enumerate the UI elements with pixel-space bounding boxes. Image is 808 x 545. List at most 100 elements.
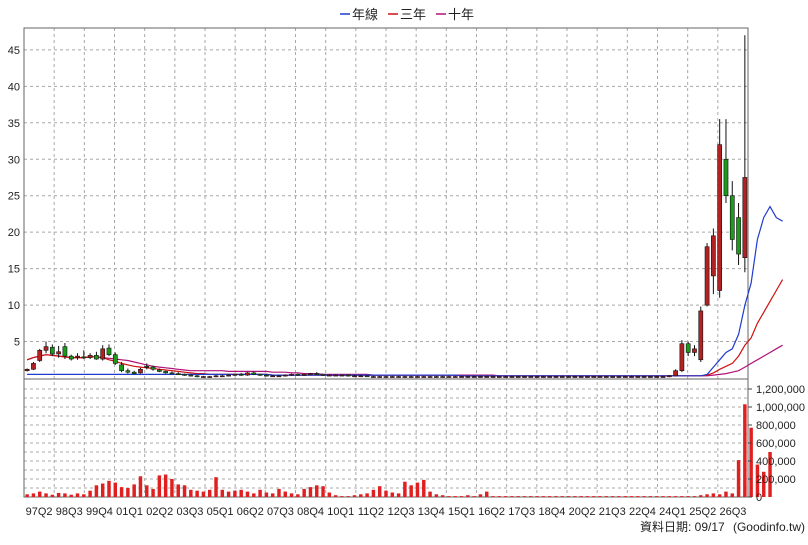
price-tick-label: 25 bbox=[8, 191, 20, 203]
chart-legend: 年線 三年 十年 bbox=[340, 7, 474, 22]
volume-bar bbox=[283, 491, 288, 497]
candle-body bbox=[415, 376, 420, 378]
x-tick-label: 12Q3 bbox=[388, 506, 415, 518]
candle-body bbox=[201, 376, 206, 378]
volume-bar bbox=[560, 496, 565, 497]
volume-bar bbox=[610, 496, 615, 497]
candle-body bbox=[31, 363, 36, 370]
candle-body bbox=[484, 376, 490, 378]
price-axis-ticks: 5 10 15 20 25 30 35 40 45 bbox=[8, 45, 20, 349]
volume-bar bbox=[371, 489, 376, 497]
candle-body bbox=[125, 370, 131, 373]
candle-body bbox=[226, 374, 231, 377]
candle-body bbox=[119, 364, 124, 372]
candle-body bbox=[301, 374, 307, 376]
volume-axis-ticks: 0 200,000 400,000 600,000 800,000 1,000,000 1,… bbox=[748, 384, 805, 504]
volume-bar bbox=[145, 485, 149, 497]
data-date-label: 資料日期: 09/17 bbox=[640, 520, 725, 534]
volume-bar bbox=[321, 486, 325, 497]
volume-bar bbox=[403, 481, 407, 497]
volume-bar bbox=[673, 496, 678, 497]
volume-bar bbox=[126, 488, 130, 497]
volume-bar bbox=[233, 490, 237, 497]
volume-bar bbox=[195, 490, 199, 497]
candle-body bbox=[43, 346, 49, 351]
candle-body bbox=[604, 376, 609, 378]
volume-tick-label: 1,200,000 bbox=[756, 384, 805, 396]
volume-bar bbox=[302, 488, 306, 497]
volume-bar bbox=[699, 495, 703, 497]
volume-bar bbox=[88, 490, 92, 497]
volume-bar bbox=[661, 496, 665, 497]
price-tick-label: 45 bbox=[8, 45, 20, 57]
candle-body bbox=[320, 374, 326, 376]
candle-body bbox=[616, 376, 622, 378]
volume-bar bbox=[384, 490, 388, 497]
candle-body bbox=[219, 375, 225, 378]
volume-bar bbox=[743, 404, 747, 497]
volume-bar bbox=[289, 493, 294, 497]
volume-bar bbox=[667, 496, 672, 497]
x-tick-label: 06Q2 bbox=[237, 506, 264, 518]
volume-bar bbox=[566, 496, 571, 497]
price-tick-label: 5 bbox=[14, 337, 20, 349]
candle-body bbox=[62, 346, 68, 357]
price-tick-label: 30 bbox=[8, 154, 20, 166]
volume-bar bbox=[113, 482, 118, 497]
source-label: (Goodinfo.tw) bbox=[733, 520, 805, 534]
candle-body bbox=[24, 368, 30, 372]
volume-bar bbox=[636, 496, 640, 497]
candle-body bbox=[383, 376, 389, 378]
candle-body bbox=[289, 374, 294, 376]
candle-body bbox=[333, 374, 338, 377]
x-tick-label: 21Q3 bbox=[599, 506, 626, 518]
volume-bar bbox=[440, 495, 445, 497]
volume-bar bbox=[157, 475, 162, 497]
volume-bar bbox=[736, 460, 741, 497]
volume-bar bbox=[75, 493, 80, 497]
volume-tick-label: 400,000 bbox=[756, 456, 796, 468]
candle-body bbox=[314, 373, 320, 375]
volume-bar bbox=[717, 494, 722, 497]
volume-bar bbox=[503, 496, 508, 497]
volume-bar bbox=[642, 496, 646, 497]
volume-bar bbox=[296, 494, 300, 497]
volume-bar bbox=[547, 496, 552, 497]
volume-bar bbox=[459, 496, 464, 497]
volume-bar bbox=[214, 477, 218, 497]
ma-3yr-line bbox=[26, 279, 784, 377]
volume-bar bbox=[730, 493, 734, 497]
candle-body bbox=[717, 144, 723, 291]
x-tick-label: 25Q2 bbox=[689, 506, 716, 518]
candle-body bbox=[597, 376, 603, 378]
candle-body bbox=[100, 348, 106, 360]
x-tick-label: 02Q2 bbox=[146, 506, 173, 518]
volume-bar bbox=[422, 479, 426, 497]
candle-body bbox=[641, 376, 647, 378]
price-tick-label: 15 bbox=[8, 264, 20, 276]
x-tick-label: 99Q4 bbox=[86, 506, 113, 518]
volume-bar bbox=[138, 476, 143, 497]
candle-body bbox=[377, 376, 383, 378]
candle-body bbox=[591, 376, 597, 378]
candle-body bbox=[704, 246, 710, 306]
volume-bar bbox=[264, 492, 269, 497]
volume-bar bbox=[270, 493, 275, 497]
candle-body bbox=[629, 376, 634, 378]
ma-year-line bbox=[27, 205, 783, 377]
candle-body bbox=[559, 376, 565, 378]
candle-body bbox=[541, 376, 546, 378]
candle-body bbox=[238, 374, 244, 376]
candle-body bbox=[666, 375, 672, 378]
candle-body bbox=[440, 376, 446, 378]
volume-bar bbox=[415, 482, 420, 497]
volume-bar bbox=[50, 494, 55, 497]
x-tick-label: 22Q4 bbox=[629, 506, 656, 518]
volume-tick-label: 1,000,000 bbox=[756, 402, 805, 414]
candle-body bbox=[685, 343, 691, 353]
volume-bars bbox=[25, 404, 772, 497]
x-tick-label: 03Q3 bbox=[176, 506, 203, 518]
volume-bar bbox=[762, 471, 766, 497]
volume-bar bbox=[333, 495, 338, 497]
